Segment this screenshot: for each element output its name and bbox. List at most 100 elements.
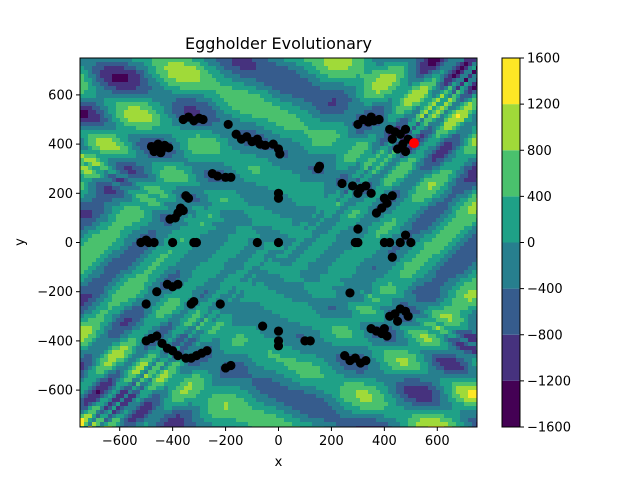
contour-cell [388,118,393,123]
contour-cell [260,198,265,203]
contour-cell [452,222,457,227]
contour-cell [120,242,125,247]
contour-cell [468,134,473,139]
contour-cell [280,134,285,139]
contour-cell [88,206,93,211]
contour-cell [340,158,345,163]
contour-cell [232,162,237,167]
contour-cell [220,98,225,103]
contour-cell [404,238,409,243]
contour-cell [292,162,297,167]
contour-cell [464,222,469,227]
contour-cell [296,86,301,91]
contour-cell [288,150,293,155]
contour-cell [252,226,257,231]
contour-cell [112,150,117,155]
contour-cell [432,90,437,95]
contour-cell [160,218,165,223]
contour-cell [360,194,365,199]
contour-cell [424,138,429,143]
contour-cell [240,194,245,199]
contour-cell [88,150,93,155]
contour-cell [124,58,129,63]
contour-cell [236,222,241,227]
contour-cell [328,90,333,95]
contour-cell [84,146,89,151]
contour-cell [316,150,321,155]
contour-cell [416,162,421,167]
contour-cell [140,66,145,71]
contour-cell [88,126,93,131]
contour-cell [472,242,477,247]
contour-cell [180,58,185,63]
contour-cell [116,158,121,163]
contour-cell [288,126,293,131]
contour-cell [148,66,153,71]
contour-cell [136,182,141,187]
contour-cell [88,134,93,139]
contour-cell [140,58,145,63]
contour-cell [316,130,321,135]
contour-cell [216,102,221,107]
contour-cell [136,194,141,199]
contour-cell [104,194,109,199]
contour-cell [296,222,301,227]
contour-cell [312,146,317,151]
contour-cell [108,202,113,207]
contour-cell [168,62,173,67]
contour-cell [148,102,153,107]
contour-cell [224,250,229,255]
contour-cell [168,66,173,71]
contour-cell [120,174,125,179]
contour-cell [404,174,409,179]
contour-cell [160,130,165,135]
contour-cell [132,222,137,227]
contour-cell [452,234,457,239]
contour-cell [184,94,189,99]
contour-cell [212,102,217,107]
contour-cell [472,238,477,243]
contour-cell [208,118,213,123]
contour-cell [112,170,117,175]
contour-cell [196,102,201,107]
contour-cell [208,134,213,139]
contour-cell [448,238,453,243]
contour-cell [328,98,333,103]
contour-cell [324,130,329,135]
contour-cell [176,170,181,175]
contour-cell [440,158,445,163]
contour-cell [420,150,425,155]
contour-cell [164,194,169,199]
contour-cell [220,226,225,231]
contour-cell [160,178,165,183]
contour-cell [88,254,93,259]
contour-cell [428,206,433,211]
contour-cell [108,158,113,163]
contour-cell [296,230,301,235]
contour-cell [332,218,337,223]
contour-cell [268,130,273,135]
contour-cell [132,98,137,103]
contour-cell [316,210,321,215]
contour-cell [268,154,273,159]
contour-cell [448,74,453,79]
contour-cell [212,202,217,207]
contour-cell [452,166,457,171]
contour-cell [124,130,129,135]
contour-cell [156,102,161,107]
contour-cell [128,230,133,235]
contour-cell [312,122,317,127]
contour-cell [276,110,281,115]
contour-cell [456,66,461,71]
contour-cell [400,122,405,127]
contour-cell [156,182,161,187]
contour-cell [316,194,321,199]
contour-cell [320,74,325,79]
contour-cell [472,182,477,187]
contour-cell [176,186,181,191]
contour-cell [384,234,389,239]
contour-cell [264,166,269,171]
contour-cell [88,174,93,179]
contour-cell [272,202,277,207]
contour-cell [468,94,473,99]
